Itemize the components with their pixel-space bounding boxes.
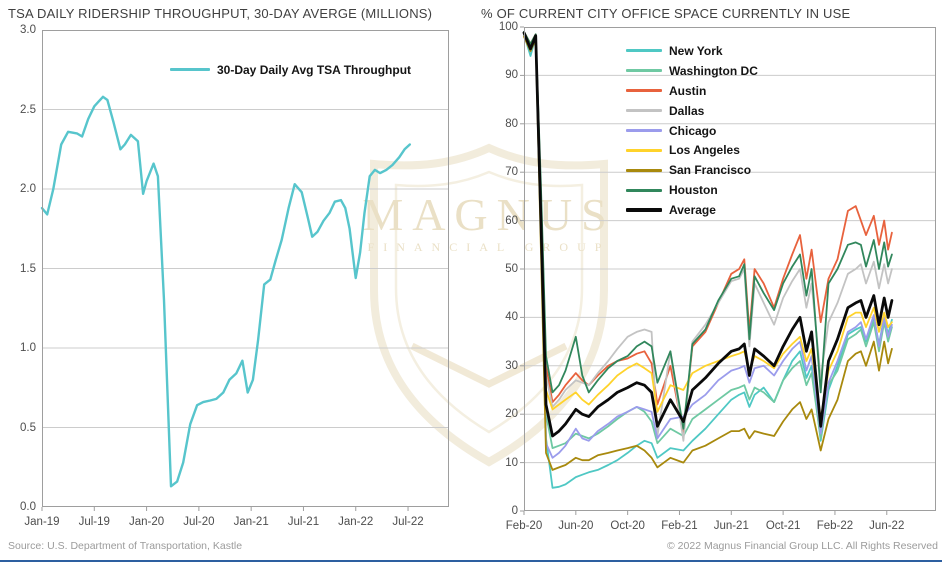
y-axis-tick-label: 30	[505, 359, 518, 372]
legend-label: Washington DC	[669, 63, 758, 78]
x-axis-tick-label: Jan-22	[338, 516, 374, 528]
legend-item: Average	[626, 200, 758, 220]
y-axis-tick-label: 60	[505, 214, 518, 227]
x-axis-tick-label: Jan-20	[128, 516, 165, 528]
legend-label: Houston	[669, 183, 718, 198]
x-axis-tick-label: Oct-21	[765, 520, 801, 532]
legend-label: Los Angeles	[669, 143, 740, 158]
legend-item: Washington DC	[626, 61, 758, 81]
y-axis-tick-label: 2.0	[20, 183, 36, 195]
legend-item: Los Angeles	[626, 140, 758, 160]
legend-label: Dallas	[669, 103, 705, 118]
y-axis-tick-label: 70	[505, 166, 518, 179]
tsa-legend: 30-Day Daily Avg TSA Throughput	[170, 60, 411, 80]
legend-item: New York	[626, 41, 758, 61]
source-note: Source: U.S. Department of Transportatio…	[8, 540, 243, 552]
tsa-plot	[40, 30, 449, 511]
legend-swatch	[626, 89, 662, 93]
legend-swatch	[626, 49, 662, 53]
y-axis-tick-label: 50	[505, 263, 518, 275]
office-legend: New York Washington DC Austin Dallas Chicago…	[626, 41, 758, 220]
y-axis-tick-label: 2.5	[20, 103, 36, 116]
y-axis-tick-label: 3.0	[20, 24, 36, 36]
legend-label: San Francisco	[669, 163, 752, 178]
legend-swatch	[626, 188, 662, 192]
legend-swatch	[626, 148, 662, 152]
x-axis-tick-label: Jul-19	[78, 516, 110, 528]
x-axis-tick-label: Jul-21	[287, 516, 320, 528]
y-axis-tick-label: 0.5	[20, 421, 36, 434]
y-axis-tick-label: 10	[505, 456, 518, 469]
y-axis-tick-label: 0.0	[20, 501, 36, 513]
tsa-chart-title: TSA DAILY RIDERSHIP THROUGHPUT, 30-DAY A…	[8, 6, 433, 21]
y-axis-tick-label: 40	[505, 311, 518, 324]
copyright-note: © 2022 Magnus Financial Group LLC. All R…	[667, 540, 938, 552]
footer-rule	[0, 560, 942, 562]
y-axis-tick-label: 20	[505, 408, 518, 421]
legend-swatch	[170, 68, 210, 72]
y-axis-tick-label: 90	[505, 69, 518, 82]
x-axis-tick-label: Jun-21	[713, 520, 749, 532]
x-axis-tick-label: Jan-19	[24, 516, 60, 528]
y-axis-tick-label: 1.0	[20, 342, 36, 354]
x-axis-tick-label: Feb-20	[505, 520, 543, 532]
legend-label: Average	[669, 203, 716, 218]
x-axis-tick-label: Jul-20	[183, 516, 215, 528]
legend-swatch	[626, 168, 662, 172]
x-axis-tick-label: Jun-22	[869, 520, 905, 532]
office-chart-title: % OF CURRENT CITY OFFICE SPACE CURRENTLY…	[481, 6, 851, 21]
legend-item: 30-Day Daily Avg TSA Throughput	[170, 60, 411, 80]
legend-swatch	[626, 109, 662, 113]
y-axis-tick-label: 80	[505, 117, 518, 130]
legend-item: Houston	[626, 180, 758, 200]
legend-item: Chicago	[626, 121, 758, 141]
legend-swatch	[626, 208, 662, 213]
x-axis-tick-label: Feb-22	[816, 520, 854, 532]
y-axis-tick-label: 100	[498, 21, 518, 33]
legend-item: Dallas	[626, 101, 758, 121]
legend-label: 30-Day Daily Avg TSA Throughput	[217, 62, 412, 77]
legend-swatch	[626, 129, 662, 132]
x-axis-tick-label: Oct-20	[610, 520, 645, 532]
legend-label: New York	[669, 43, 723, 58]
x-axis-tick-label: Jun-20	[558, 520, 594, 532]
legend-label: Chicago	[669, 123, 717, 138]
y-axis-tick-label: 1.5	[20, 262, 36, 275]
legend-item: Austin	[626, 81, 758, 101]
x-axis-tick-label: Jan-21	[233, 516, 269, 528]
legend-swatch	[626, 69, 662, 73]
x-axis-tick-label: Feb-21	[661, 520, 698, 532]
legend-label: Austin	[669, 83, 707, 98]
x-axis-tick-label: Jul-22	[392, 516, 424, 528]
y-axis-tick-label: 0	[511, 505, 518, 517]
legend-item: San Francisco	[626, 160, 758, 180]
